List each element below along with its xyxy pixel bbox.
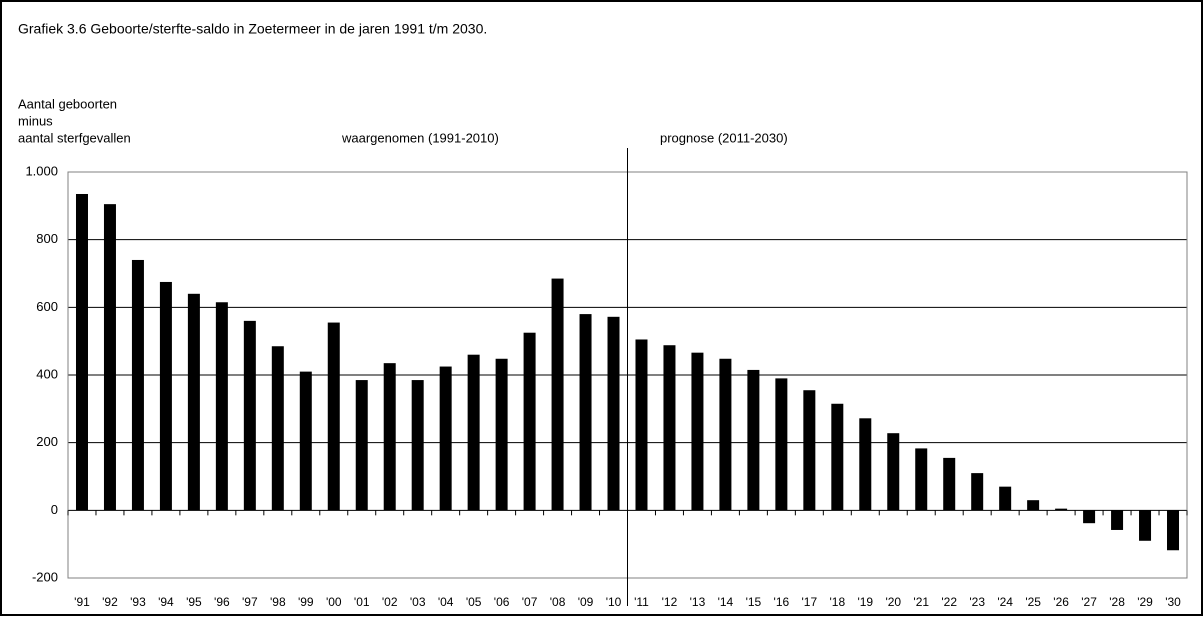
bar [299, 371, 312, 511]
bar [607, 316, 620, 511]
bar [1055, 508, 1068, 511]
x-tick-label: '17 [802, 595, 818, 609]
y-axis-label: minus [18, 113, 53, 128]
annotation: waargenomen (1991-2010) [341, 130, 499, 145]
x-tick-label: '12 [662, 595, 678, 609]
y-tick-label: 800 [36, 231, 58, 246]
bar [523, 332, 536, 511]
bar [159, 281, 172, 511]
bar [663, 345, 676, 511]
bar [327, 322, 340, 511]
y-tick-label: 1.000 [25, 163, 58, 178]
y-tick-label: 200 [36, 434, 58, 449]
x-tick-label: '03 [410, 595, 426, 609]
x-tick-label: '08 [550, 595, 566, 609]
bar [411, 380, 424, 511]
x-tick-label: '11 [634, 595, 649, 609]
bar [551, 278, 564, 511]
bar [999, 486, 1012, 511]
bar [971, 473, 984, 511]
x-tick-label: '00 [326, 595, 342, 609]
bar [215, 302, 228, 511]
x-tick-label: '02 [382, 595, 398, 609]
x-tick-label: '22 [941, 595, 957, 609]
x-tick-label: '96 [214, 595, 230, 609]
x-tick-label: '14 [718, 595, 734, 609]
bar [1111, 510, 1124, 530]
y-tick-label: -200 [32, 569, 58, 584]
y-tick-label: 0 [51, 502, 58, 517]
x-tick-label: '25 [1025, 595, 1041, 609]
x-tick-label: '92 [102, 595, 118, 609]
bar [103, 204, 116, 511]
bar [747, 369, 760, 511]
bar [383, 363, 396, 511]
bar [887, 433, 900, 511]
x-tick-label: '24 [997, 595, 1013, 609]
bar [1167, 510, 1180, 551]
x-tick-label: '06 [494, 595, 510, 609]
x-tick-label: '19 [857, 595, 873, 609]
x-tick-label: '09 [578, 595, 594, 609]
x-tick-label: '95 [186, 595, 202, 609]
bar [187, 293, 200, 511]
x-tick-label: '27 [1081, 595, 1097, 609]
x-tick-label: '13 [690, 595, 706, 609]
bar [467, 354, 480, 511]
annotation: prognose (2011-2030) [660, 130, 788, 145]
x-tick-label: '23 [969, 595, 985, 609]
bar [271, 346, 284, 511]
x-tick-label: '26 [1053, 595, 1069, 609]
bar [355, 380, 368, 511]
x-tick-label: '30 [1165, 595, 1181, 609]
bar [1139, 510, 1152, 541]
x-tick-label: '18 [829, 595, 845, 609]
bar [691, 352, 704, 511]
y-axis-label: aantal sterfgevallen [18, 130, 131, 145]
bar [243, 320, 256, 511]
x-tick-label: '07 [522, 595, 538, 609]
x-tick-label: '01 [354, 595, 370, 609]
x-tick-label: '91 [74, 595, 90, 609]
bar [831, 403, 844, 511]
bar [1027, 500, 1040, 511]
x-tick-label: '29 [1137, 595, 1153, 609]
x-tick-label: '16 [774, 595, 790, 609]
bar [635, 339, 648, 511]
x-tick-label: '05 [466, 595, 482, 609]
x-tick-label: '98 [270, 595, 286, 609]
x-tick-label: '04 [438, 595, 454, 609]
bar [131, 259, 144, 511]
bar [943, 457, 956, 511]
bar [75, 193, 88, 511]
x-tick-label: '97 [242, 595, 258, 609]
bar [719, 358, 732, 511]
bar [915, 448, 928, 511]
bar [1083, 510, 1096, 524]
x-tick-label: '28 [1109, 595, 1125, 609]
y-axis-label: Aantal geboorten [18, 96, 117, 111]
y-tick-label: 400 [36, 366, 58, 381]
x-tick-label: '20 [885, 595, 901, 609]
x-tick-label: '10 [606, 595, 622, 609]
bar [579, 314, 592, 511]
bar [495, 358, 508, 511]
x-tick-label: '94 [158, 595, 174, 609]
y-tick-label: 600 [36, 299, 58, 314]
x-tick-label: '99 [298, 595, 314, 609]
x-tick-label: '21 [913, 595, 929, 609]
x-tick-label: '15 [746, 595, 762, 609]
bar [775, 378, 788, 511]
x-tick-label: '93 [130, 595, 146, 609]
bar [803, 390, 816, 511]
bar [859, 418, 872, 511]
bar [439, 366, 452, 511]
chart-title: Grafiek 3.6 Geboorte/sterfte-saldo in Zo… [18, 21, 487, 37]
